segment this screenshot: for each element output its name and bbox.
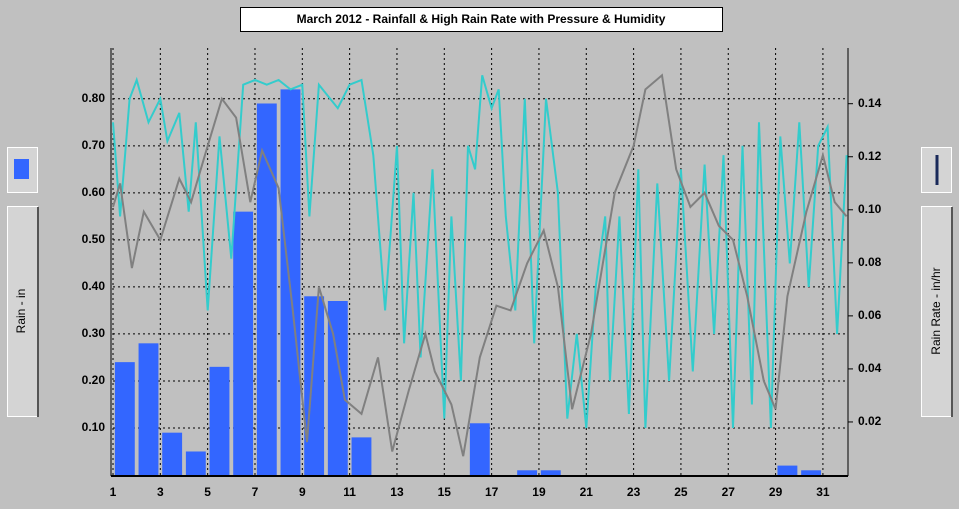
label-box: [921, 206, 952, 417]
x-tick-label: 19: [532, 485, 546, 499]
x-tick-label: 23: [627, 485, 641, 499]
y-tick-label: 0.10: [82, 420, 106, 434]
bar: [540, 470, 561, 475]
bar: [327, 301, 348, 475]
bar: [469, 423, 490, 475]
line: [112, 75, 848, 429]
x-tick-label: 3: [157, 485, 164, 499]
bar: [801, 470, 822, 475]
y-tick-label: 0.40: [82, 279, 106, 293]
bar: [777, 465, 798, 475]
y-tick-label: 0.70: [82, 138, 106, 152]
bar: [138, 343, 159, 475]
x-tick-label: 5: [204, 485, 211, 499]
x-tick-label: 17: [485, 485, 499, 499]
legend-swatch: [14, 159, 29, 179]
y-tick-label: 0.80: [82, 91, 106, 105]
y-tick-label: 0.30: [82, 326, 106, 340]
y-axis-label: Rain - in: [14, 289, 28, 334]
bar: [233, 211, 254, 475]
bar: [185, 451, 206, 475]
x-tick-label: 15: [438, 485, 452, 499]
y2-tick-label: 0.08: [858, 255, 882, 269]
x-tick-label: 29: [769, 485, 783, 499]
y-tick-label: 0.20: [82, 373, 106, 387]
line: [112, 73, 848, 457]
y2-tick-label: 0.04: [858, 361, 882, 375]
chart-title: March 2012 - Rainfall & High Rain Rate w…: [297, 12, 666, 26]
bar: [256, 103, 277, 476]
y2-tick-label: 0.10: [858, 202, 882, 216]
x-tick-label: 1: [110, 485, 117, 499]
y-tick-label: 0.60: [82, 185, 106, 199]
title-box: [240, 7, 723, 32]
bar: [351, 437, 372, 475]
x-tick-label: 7: [252, 485, 259, 499]
bar: [114, 362, 135, 475]
x-tick-label: 11: [343, 485, 356, 499]
bar: [162, 432, 183, 475]
y2-tick-label: 0.02: [858, 414, 882, 428]
x-tick-label: 9: [299, 485, 306, 499]
y2-tick-label: 0.12: [858, 149, 882, 163]
x-tick-label: 27: [722, 485, 736, 499]
x-tick-label: 13: [390, 485, 404, 499]
bar: [304, 296, 325, 475]
bar: [517, 470, 538, 475]
x-tick-label: 21: [580, 485, 594, 499]
y2-axis-label: Rain Rate - in/hr: [929, 267, 943, 354]
y2-tick-label: 0.14: [858, 96, 882, 110]
y-tick-label: 0.50: [82, 232, 106, 246]
bar: [209, 366, 230, 475]
label-box: [7, 206, 38, 417]
x-tick-label: 31: [816, 485, 830, 499]
x-tick-label: 25: [674, 485, 688, 499]
y2-tick-label: 0.06: [858, 308, 882, 322]
